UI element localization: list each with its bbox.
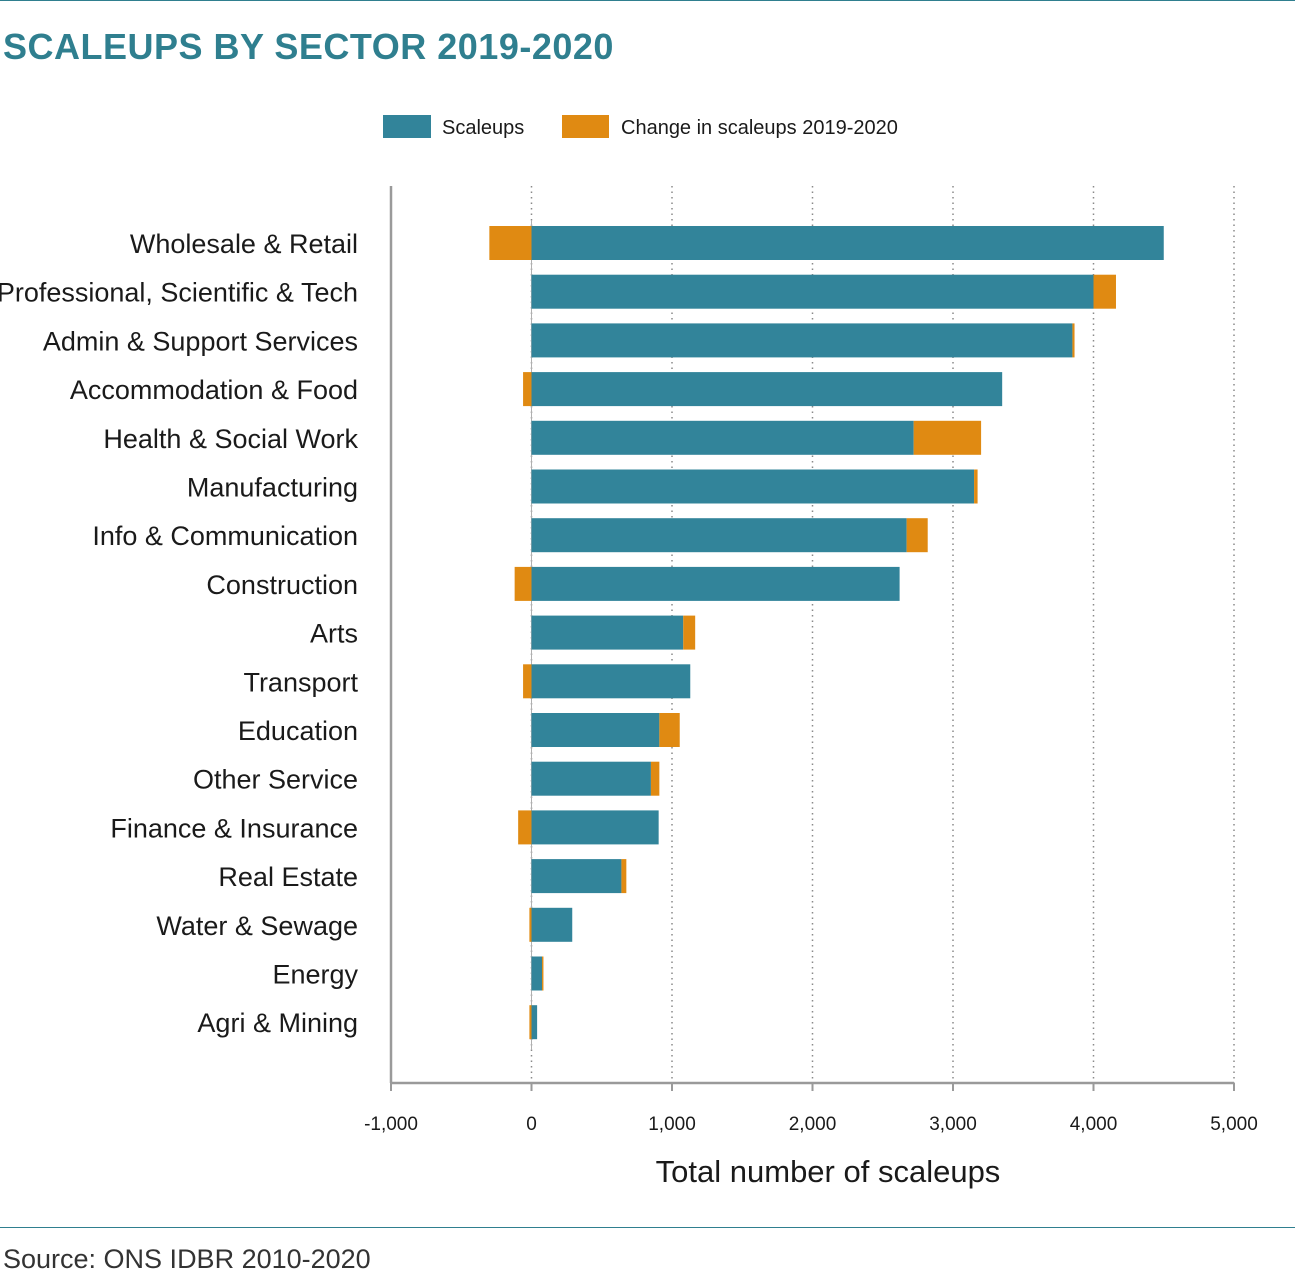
- bar-change: [523, 372, 532, 407]
- category-label: Admin & Support Services: [43, 326, 358, 356]
- legend-label-change: Change in scaleups 2019-2020: [621, 117, 898, 139]
- bar-change: [514, 566, 532, 601]
- bar-change: [683, 615, 696, 650]
- category-label: Arts: [310, 619, 358, 649]
- category-label: Other Service: [193, 765, 358, 795]
- category-label: Health & Social Work: [103, 424, 358, 454]
- bar-scaleups: [531, 761, 651, 796]
- bars: [489, 226, 1164, 1040]
- legend: Scaleups Change in scaleups 2019-2020: [383, 115, 898, 139]
- category-label: Wholesale & Retail: [130, 229, 358, 259]
- bar-change: [1072, 323, 1075, 358]
- x-axis-title: Total number of scaleups: [656, 1154, 1001, 1189]
- bar-scaleups: [531, 518, 907, 553]
- category-label: Agri & Mining: [197, 1008, 358, 1038]
- category-label: Finance & Insurance: [110, 813, 358, 843]
- bar-change: [906, 518, 928, 553]
- x-tick-label: 4,000: [1070, 1114, 1118, 1135]
- category-label: Info & Communication: [92, 521, 358, 551]
- axes: [389, 186, 1235, 1091]
- category-label: Construction: [206, 570, 358, 600]
- bar-change: [650, 761, 660, 796]
- bar-scaleups: [531, 566, 900, 601]
- bottom-rule: [0, 1227, 1295, 1228]
- x-tick-label: -1,000: [364, 1114, 418, 1135]
- page-title: SCALEUPS BY SECTOR 2019-2020: [3, 26, 614, 67]
- category-label: Accommodation & Food: [70, 375, 358, 405]
- bar-scaleups: [531, 226, 1164, 260]
- category-label: Energy: [272, 960, 358, 990]
- bar-change: [659, 713, 680, 747]
- bar-scaleups: [531, 469, 975, 504]
- x-tick-label: 3,000: [929, 1114, 977, 1135]
- bar-change: [913, 420, 982, 455]
- bar-change: [489, 226, 532, 260]
- bar-scaleups: [531, 664, 691, 699]
- bar-scaleups: [531, 713, 660, 747]
- category-label: Education: [238, 716, 358, 746]
- x-tick-label: 1,000: [648, 1114, 696, 1135]
- legend-swatch-scaleups: [383, 115, 431, 138]
- bar-change: [518, 810, 532, 845]
- bar-scaleups: [531, 274, 1094, 309]
- category-labels: Wholesale & Retail Professional, Scientif…: [0, 229, 358, 1038]
- x-tick-label: 5,000: [1210, 1114, 1258, 1135]
- category-label: Transport: [243, 667, 358, 697]
- bar-change: [529, 907, 532, 942]
- bar-scaleups: [531, 907, 573, 942]
- top-rule: [0, 0, 1295, 1]
- category-label: Professional, Scientific & Tech: [0, 278, 358, 308]
- category-label: Water & Sewage: [156, 911, 358, 941]
- bar-scaleups: [531, 323, 1073, 358]
- bar-change: [974, 469, 978, 504]
- bar-scaleups: [531, 1005, 538, 1040]
- category-label: Manufacturing: [187, 473, 358, 503]
- bar-change: [529, 1005, 532, 1040]
- bar-change: [523, 664, 532, 699]
- legend-label-scaleups: Scaleups: [442, 117, 524, 139]
- source-note: Source: ONS IDBR 2010-2020: [3, 1244, 371, 1274]
- tick-labels: -1,000 0 1,000 2,000 3,000 4,000 5,000: [364, 1114, 1258, 1135]
- bar-scaleups: [531, 859, 622, 894]
- bar-change: [1093, 274, 1116, 309]
- bar-scaleups: [531, 956, 543, 991]
- x-tick-label: 2,000: [789, 1114, 837, 1135]
- category-label: Real Estate: [218, 862, 358, 892]
- bar-scaleups: [531, 810, 659, 845]
- bar-change: [621, 859, 627, 894]
- bar-scaleups: [531, 615, 684, 650]
- bar-scaleups: [531, 420, 914, 455]
- legend-swatch-change: [562, 115, 609, 138]
- bar-scaleups: [531, 372, 1003, 407]
- bar-change: [542, 956, 544, 991]
- x-tick-label: 0: [526, 1114, 537, 1135]
